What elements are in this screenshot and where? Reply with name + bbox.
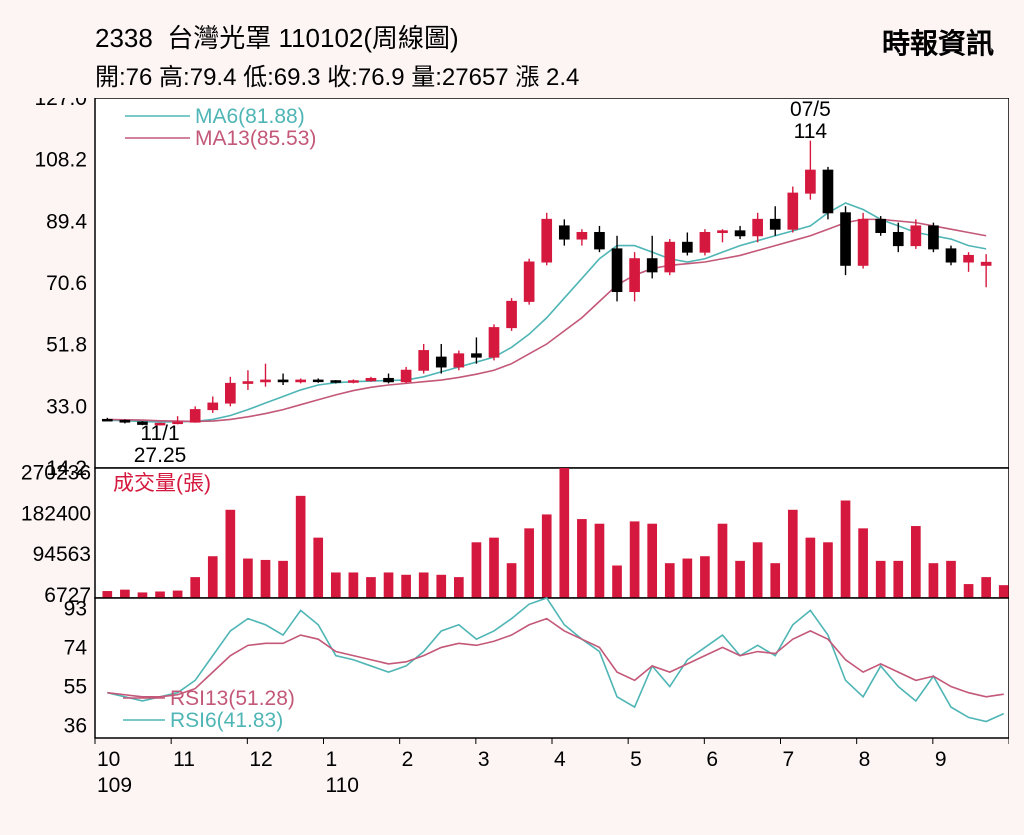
svg-text:RSI6(41.83): RSI6(41.83): [170, 709, 283, 732]
svg-text:36: 36: [64, 715, 87, 738]
svg-text:07/5: 07/5: [790, 98, 831, 121]
svg-text:27.25: 27.25: [134, 444, 187, 467]
svg-text:6: 6: [706, 748, 718, 771]
svg-text:4: 4: [554, 748, 566, 771]
svg-text:89.4: 89.4: [46, 210, 87, 233]
svg-text:5: 5: [630, 748, 642, 771]
svg-text:2: 2: [402, 748, 414, 771]
svg-text:11/1: 11/1: [140, 422, 179, 445]
svg-text:3: 3: [478, 748, 490, 771]
chart-area: 127.0108.289.470.651.833.014.2MA6(81.88)…: [15, 98, 1009, 818]
svg-text:12: 12: [249, 748, 272, 771]
svg-text:93: 93: [64, 597, 87, 620]
ohlc-summary: 開:76 高:79.4 低:69.3 收:76.9 量:27657 漲 2.4: [95, 57, 1024, 92]
svg-text:1: 1: [326, 748, 338, 771]
svg-text:MA6(81.88): MA6(81.88): [195, 105, 305, 128]
svg-text:11: 11: [173, 748, 195, 771]
svg-text:8: 8: [859, 748, 871, 771]
svg-text:RSI13(51.28): RSI13(51.28): [170, 687, 295, 710]
svg-text:127.0: 127.0: [34, 98, 87, 110]
svg-text:270236: 270236: [21, 462, 91, 485]
svg-text:109: 109: [97, 774, 132, 797]
svg-text:33.0: 33.0: [46, 395, 87, 418]
svg-text:74: 74: [64, 636, 88, 659]
svg-text:7: 7: [783, 748, 795, 771]
svg-text:70.6: 70.6: [46, 272, 87, 295]
svg-text:108.2: 108.2: [34, 149, 87, 172]
svg-text:51.8: 51.8: [46, 334, 87, 357]
svg-text:114: 114: [794, 120, 828, 143]
svg-text:55: 55: [64, 676, 87, 699]
svg-text:成交量(張): 成交量(張): [113, 472, 211, 495]
svg-text:182400: 182400: [21, 502, 91, 525]
svg-text:94563: 94563: [33, 543, 91, 566]
svg-text:9: 9: [935, 748, 947, 771]
svg-text:MA13(85.53): MA13(85.53): [195, 127, 316, 150]
svg-text:10: 10: [97, 748, 120, 771]
svg-text:110: 110: [326, 774, 359, 797]
brand-label: 時報資訊: [882, 22, 994, 62]
